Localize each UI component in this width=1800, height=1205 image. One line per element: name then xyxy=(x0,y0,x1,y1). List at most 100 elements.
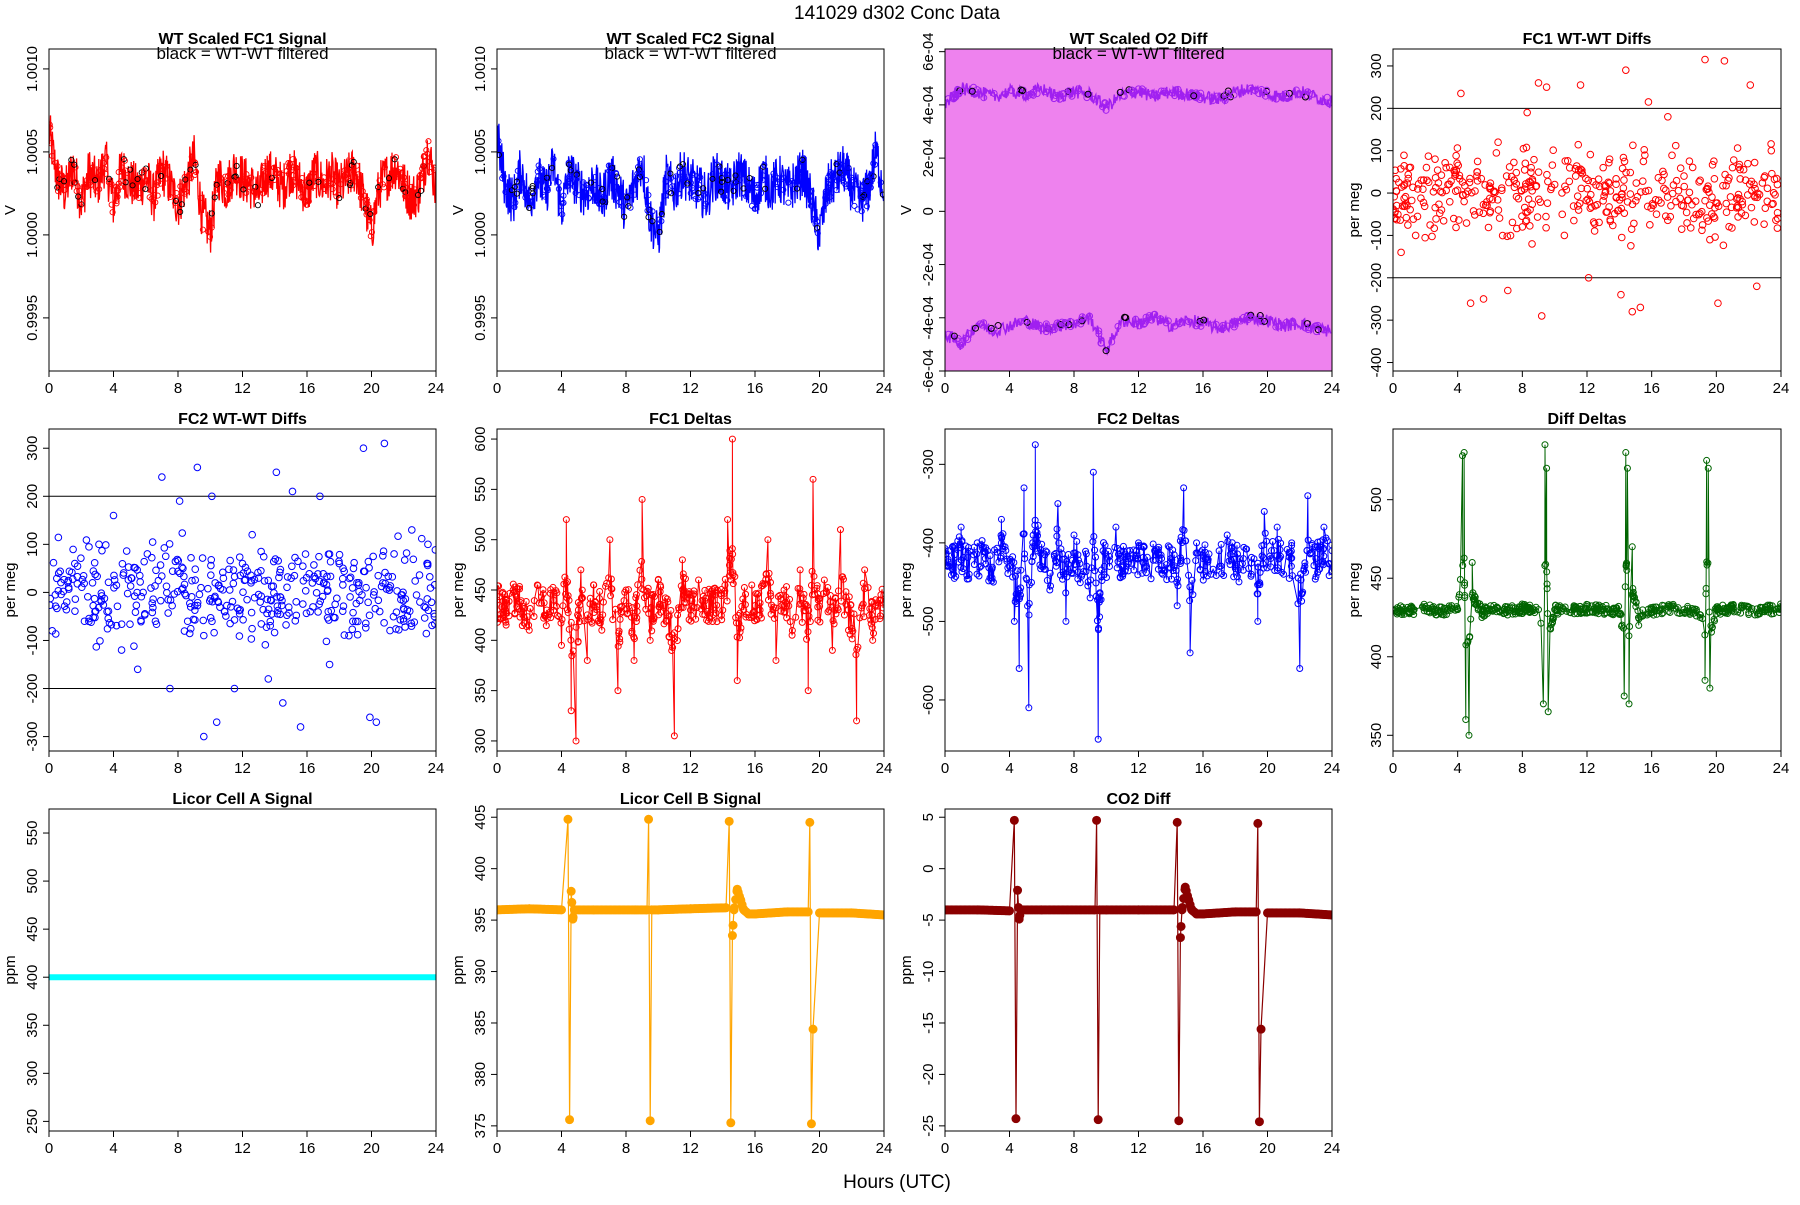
y-tick-label: -300 xyxy=(24,722,41,752)
data-point xyxy=(1461,594,1469,602)
data-point xyxy=(151,582,159,590)
data-point xyxy=(163,163,170,170)
x-tick-label: 24 xyxy=(428,760,445,777)
data-point xyxy=(1299,588,1307,596)
data-point xyxy=(250,575,259,584)
data-point xyxy=(101,541,110,549)
data-point xyxy=(1197,89,1205,97)
data-point xyxy=(1312,573,1320,581)
data-point xyxy=(1298,597,1306,605)
data-point xyxy=(179,584,187,593)
data-point xyxy=(802,600,810,608)
data-point xyxy=(664,598,672,606)
data-point xyxy=(752,615,760,623)
y-tick-label: 1.0000 xyxy=(472,212,489,258)
data-point xyxy=(858,208,865,215)
data-point xyxy=(1173,578,1181,586)
data-point xyxy=(736,628,744,636)
data-point xyxy=(206,233,214,240)
data-point xyxy=(1280,570,1288,578)
data-point xyxy=(172,197,180,205)
data-point xyxy=(333,594,341,603)
data-point xyxy=(529,183,536,190)
data-point xyxy=(270,628,279,637)
data-point xyxy=(88,578,97,587)
data-point xyxy=(670,732,678,740)
x-tick-label: 0 xyxy=(45,760,53,777)
data-point xyxy=(1622,168,1630,177)
data-point xyxy=(127,574,136,583)
data-point xyxy=(630,656,638,664)
data-point xyxy=(1719,181,1727,190)
data-point xyxy=(1628,543,1636,551)
data-point xyxy=(361,623,370,632)
data-point xyxy=(1087,576,1095,584)
y-tick-label: 400 xyxy=(472,856,489,881)
x-tick-label: 8 xyxy=(174,1140,182,1157)
data-point xyxy=(110,571,118,580)
data-point xyxy=(1097,596,1105,604)
data-point xyxy=(1393,192,1398,201)
data-point xyxy=(1288,539,1296,547)
data-point xyxy=(230,684,239,693)
x-tick-label: 16 xyxy=(1643,760,1660,777)
data-point xyxy=(1246,313,1254,321)
data-point xyxy=(1481,181,1489,189)
data-point xyxy=(341,173,348,180)
data-point xyxy=(861,192,868,199)
data-point xyxy=(1586,204,1595,212)
data-point xyxy=(192,171,199,178)
data-point xyxy=(1573,202,1582,210)
data-point xyxy=(723,183,730,190)
data-point xyxy=(764,596,772,604)
data-point xyxy=(1637,188,1645,196)
data-point xyxy=(1471,593,1479,601)
data-point xyxy=(1033,529,1041,537)
data-point xyxy=(852,181,859,188)
data-point xyxy=(696,181,703,188)
signal-line xyxy=(945,820,1332,1122)
data-point xyxy=(1128,559,1136,567)
data-point xyxy=(166,684,174,693)
data-point xyxy=(417,174,424,181)
data-point xyxy=(704,617,712,625)
data-point xyxy=(1140,543,1148,551)
data-point xyxy=(197,194,204,202)
data-point xyxy=(1314,326,1322,334)
data-point xyxy=(1013,567,1021,575)
data-point xyxy=(423,147,430,154)
data-point xyxy=(569,905,579,915)
data-point xyxy=(1095,330,1103,338)
data-point xyxy=(1036,561,1044,569)
data-point xyxy=(638,495,646,503)
x-tick-label: 20 xyxy=(363,380,380,397)
data-point xyxy=(370,588,378,596)
data-point xyxy=(1417,176,1426,184)
x-tick-label: 16 xyxy=(1195,1140,1212,1157)
data-point xyxy=(310,170,317,177)
data-point xyxy=(247,608,256,617)
y-tick-label: 0 xyxy=(920,207,937,215)
data-point xyxy=(624,609,632,617)
data-point xyxy=(1542,83,1551,91)
data-point xyxy=(782,907,792,917)
data-point xyxy=(731,573,739,581)
data-point xyxy=(1532,182,1541,190)
data-point xyxy=(310,572,318,581)
data-point xyxy=(675,190,682,197)
data-point xyxy=(596,619,604,627)
data-point xyxy=(364,200,371,207)
data-point xyxy=(713,601,721,609)
data-point xyxy=(1692,606,1700,614)
x-tick-label: 4 xyxy=(1005,760,1013,777)
data-point xyxy=(173,189,180,197)
data-point xyxy=(668,647,676,655)
data-point xyxy=(1605,158,1613,167)
data-point xyxy=(1547,625,1555,633)
y-tick-label: -100 xyxy=(24,625,41,655)
y-tick-label: 1.0005 xyxy=(24,129,41,175)
y-tick-label: 400 xyxy=(472,628,489,653)
data-point xyxy=(105,175,113,182)
data-point xyxy=(680,586,688,594)
data-point xyxy=(1245,564,1253,572)
